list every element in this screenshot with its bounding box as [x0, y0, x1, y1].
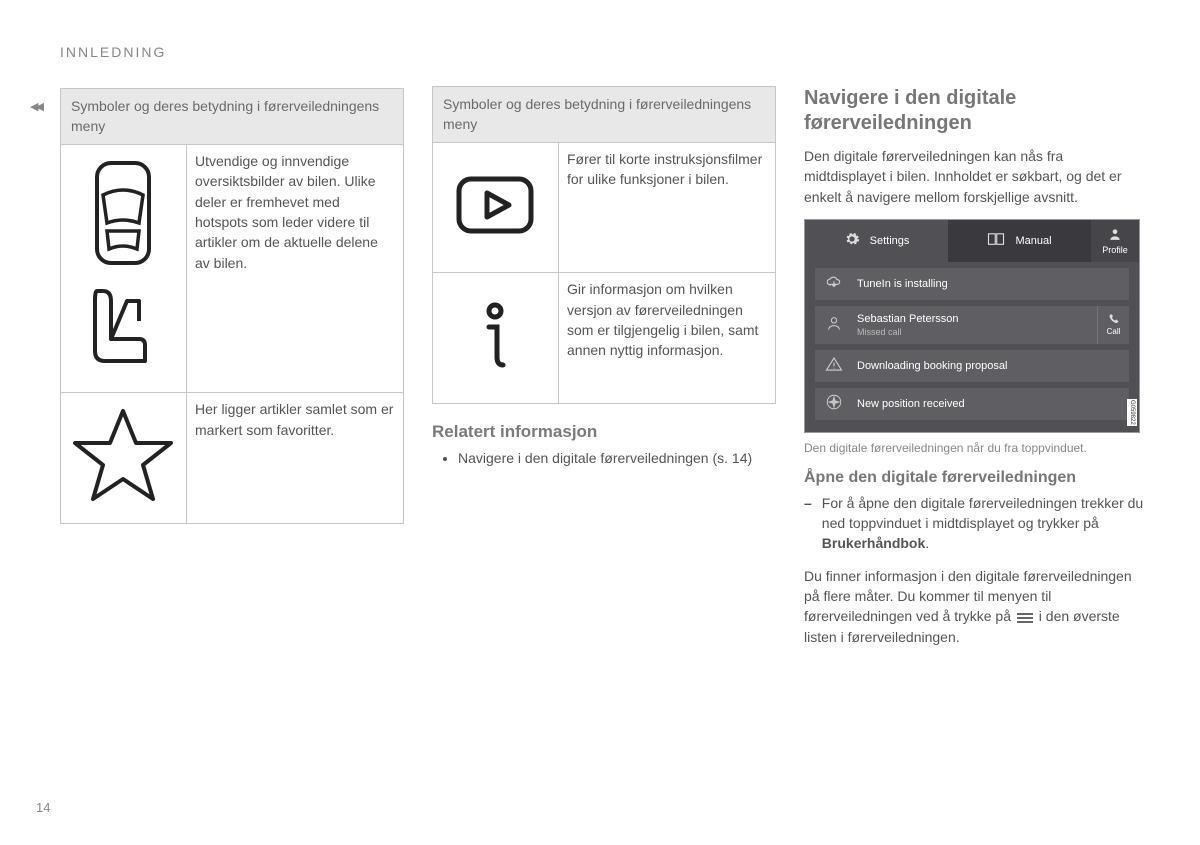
center-display-screenshot: Settings Manual Profile — [804, 219, 1140, 433]
page: INNLEDNING Symboler og deres betydning i… — [0, 0, 1200, 689]
tab-profile[interactable]: Profile — [1091, 220, 1139, 262]
open-step: – For å åpne den digitale førerveilednin… — [804, 493, 1148, 554]
open-steps-list: – For å åpne den digitale førerveilednin… — [804, 493, 1148, 554]
phone-icon — [1108, 313, 1120, 325]
column-middle: Symboler og deres betydning i førerveile… — [432, 44, 776, 659]
car-overview-icon — [67, 151, 179, 381]
person-icon — [825, 315, 843, 334]
book-icon — [987, 232, 1005, 249]
icon-cell-car-seat — [61, 145, 187, 393]
warning-icon — [825, 356, 843, 375]
notification-row[interactable]: TuneIn is installing — [815, 268, 1129, 300]
star-icon — [67, 399, 179, 511]
info-icon — [439, 279, 551, 391]
table-header: Symboler og deres betydning i førerveile… — [61, 89, 404, 145]
desc-cell: Utvendige og innvendige oversiktsbilder … — [187, 145, 404, 393]
column-left: INNLEDNING Symboler og deres betydning i… — [60, 44, 404, 659]
icon-cell-star — [61, 393, 187, 523]
notification-row[interactable]: Downloading booking proposal — [815, 350, 1129, 382]
tab-row: Settings Manual Profile — [805, 220, 1139, 262]
tab-settings[interactable]: Settings — [805, 220, 948, 262]
compass-icon — [825, 393, 843, 414]
tab-manual[interactable]: Manual — [948, 220, 1091, 262]
table-row: Fører til korte instruksjonsfilmer for u… — [433, 143, 776, 273]
column-right: Navigere i den digitale førerveiledninge… — [804, 44, 1148, 659]
table-row: Utvendige og innvendige oversiktsbilder … — [61, 145, 404, 393]
table-row: Her ligger artikler samlet som er marker… — [61, 393, 404, 523]
related-info-item: Navigere i den digitale førerveiledninge… — [458, 448, 776, 468]
related-info-heading: Relatert informasjon — [432, 422, 776, 442]
profile-icon — [1108, 227, 1122, 243]
tab-label: Settings — [870, 235, 910, 247]
tab-label: Profile — [1102, 245, 1128, 255]
dash-marker: – — [804, 493, 812, 554]
intro-paragraph: Den digitale førerveiledningen kan nås f… — [804, 146, 1148, 207]
notification-text: TuneIn is installing — [857, 278, 1119, 290]
notification-text: New position received — [857, 398, 1119, 410]
notification-row[interactable]: Sebastian Petersson Missed call Call — [815, 306, 1129, 344]
prev-page-arrows: ◀◀ — [30, 100, 41, 113]
hamburger-menu-icon — [1017, 611, 1033, 625]
icon-cell-video — [433, 143, 559, 273]
screenshot-caption: Den digitale førerveiledningen når du fr… — [804, 441, 1148, 455]
gear-icon — [844, 231, 860, 250]
call-label: Call — [1107, 327, 1121, 336]
image-code: G059822 — [1127, 399, 1137, 426]
symbols-table-left: Symboler og deres betydning i førerveile… — [60, 88, 404, 524]
icon-cell-info — [433, 273, 559, 403]
desc-cell: Her ligger artikler samlet som er marker… — [187, 393, 404, 523]
notification-text: Downloading booking proposal — [857, 360, 1119, 372]
step-bold: Brukerhåndbok — [822, 535, 925, 551]
section-title: INNLEDNING — [60, 44, 404, 60]
page-number: 14 — [36, 800, 50, 815]
call-button[interactable]: Call — [1097, 306, 1129, 344]
tab-label: Manual — [1015, 235, 1051, 247]
video-play-icon — [439, 149, 551, 261]
notification-row[interactable]: New position received — [815, 388, 1129, 420]
navigate-heading: Navigere i den digitale førerveiledninge… — [804, 86, 1148, 136]
desc-cell: Fører til korte instruksjonsfilmer for u… — [559, 143, 776, 273]
symbols-table-right: Symboler og deres betydning i førerveile… — [432, 86, 776, 404]
notification-text: Sebastian Petersson Missed call — [857, 313, 1083, 337]
step-suffix: . — [925, 535, 929, 551]
desc-cell: Gir informasjon om hvilken versjon av fø… — [559, 273, 776, 403]
body-paragraph: Du finner informasjon i den digitale før… — [804, 566, 1148, 647]
step-text: For å åpne den digitale førerveiledninge… — [822, 495, 1143, 531]
notification-subtext: Missed call — [857, 327, 1083, 337]
open-guide-heading: Åpne den digitale førerveiledningen — [804, 469, 1148, 487]
table-row: Gir informasjon om hvilken versjon av fø… — [433, 273, 776, 403]
related-info-list: Navigere i den digitale førerveiledninge… — [432, 448, 776, 468]
cloud-download-icon — [825, 275, 843, 292]
table-header: Symboler og deres betydning i førerveile… — [433, 87, 776, 143]
